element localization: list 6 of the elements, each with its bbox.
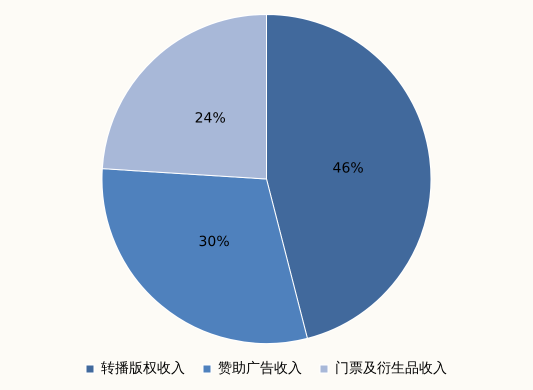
data-label: 30%: [198, 234, 230, 250]
data-label: 24%: [194, 110, 226, 127]
legend-label: 赞助广告收入: [218, 360, 302, 377]
data-label: 46%: [332, 160, 364, 176]
legend-label: 门票及衍生品收入: [335, 360, 447, 377]
legend-label: 转播版权收入: [101, 360, 185, 377]
